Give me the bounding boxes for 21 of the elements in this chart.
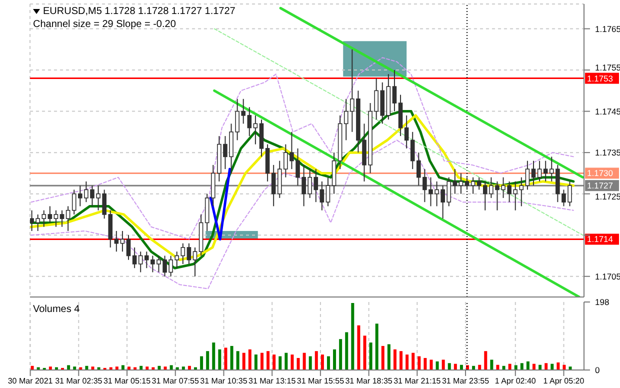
ref-line-label: 1.1753 (587, 73, 614, 84)
ref-line-label: 1.1714 (587, 234, 614, 244)
text: Channel size = 29 Slope = -0.20 (33, 18, 177, 31)
y-tick-label: 0 (595, 365, 600, 375)
x-tick-label: 31 Mar 15:55 (296, 376, 345, 386)
x-tick-label: 31 Mar 21:15 (394, 376, 442, 386)
x-tick-label: 1 Apr 02:40 (494, 376, 536, 386)
x-tick-label: 30 Mar 2021 (8, 376, 54, 386)
x-tick-label: 31 Mar 05:15 (103, 376, 152, 386)
x-tick-label: 31 Mar 13:15 (248, 376, 296, 386)
chart-title: Volumes 4 (33, 303, 80, 316)
chart-title: EURUSD,M5 1.1728 1.1728 1.1727 1.1727 (43, 5, 236, 18)
x-tick-label: 31 Mar 02:35 (55, 376, 103, 386)
ref-line-label: 1.1730 (587, 168, 614, 178)
ref-line-label: 1.1727 (587, 180, 614, 191)
x-tick-label: 31 Mar 10:35 (200, 376, 248, 386)
x-tick-label: 31 Mar 18:35 (345, 376, 393, 386)
x-tick-label: 31 Mar 07:55 (152, 376, 200, 386)
x-tick-label: 31 Mar 23:55 (442, 376, 490, 386)
y-tick-label: 198 (595, 297, 610, 307)
x-tick-label: 1 Apr 05:20 (543, 376, 585, 386)
